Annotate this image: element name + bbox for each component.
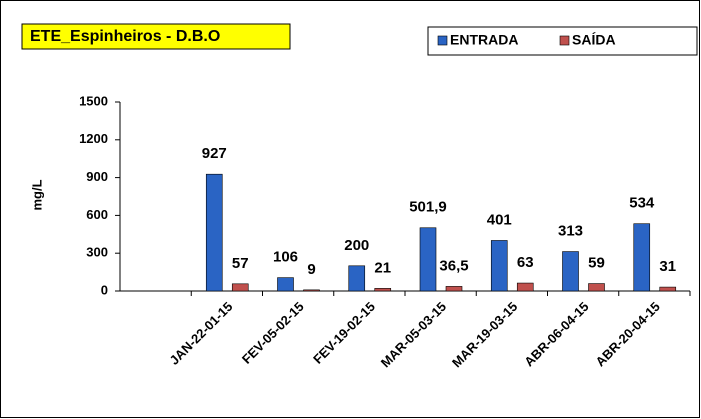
data-label: 9 [307, 261, 315, 278]
y-axis-label: mg/L [29, 179, 44, 210]
bar [419, 227, 437, 292]
data-label: 534 [629, 195, 655, 212]
data-label: 36,5 [439, 257, 468, 274]
y-tick-label: 1200 [79, 131, 108, 146]
data-label: 57 [232, 255, 249, 272]
data-label: 401 [487, 211, 512, 228]
data-label: 59 [588, 255, 605, 272]
y-tick-label: 300 [86, 245, 108, 260]
data-label: 313 [558, 223, 583, 240]
bar [490, 240, 508, 292]
y-tick-label: 900 [86, 169, 108, 184]
data-label: 106 [273, 249, 298, 266]
bar [205, 173, 223, 292]
bar [277, 277, 294, 292]
y-tick-label: 0 [101, 282, 108, 297]
data-label: 21 [374, 259, 391, 276]
data-label: 927 [202, 145, 227, 162]
bar [659, 286, 677, 292]
legend-swatch [559, 35, 570, 46]
data-label: 31 [659, 258, 676, 275]
data-label: 501,9 [409, 199, 447, 216]
bar [231, 283, 249, 292]
data-label: 63 [517, 254, 534, 271]
bar [445, 286, 463, 292]
bar [633, 223, 651, 292]
y-tick-label: 1500 [79, 93, 108, 108]
bar [588, 283, 605, 292]
bar [303, 289, 320, 292]
bar [348, 265, 366, 292]
legend-label: ENTRADA [450, 32, 518, 48]
legend-label: SAÍDA [572, 32, 616, 48]
bar [562, 251, 579, 292]
data-label: 200 [344, 237, 369, 254]
title-box [21, 23, 291, 50]
legend-swatch [437, 35, 448, 46]
bar [374, 288, 392, 292]
y-tick-label: 600 [86, 207, 108, 222]
chart-title: ETE_Espinheiros - D.B.O [30, 28, 220, 45]
bar [516, 282, 534, 292]
